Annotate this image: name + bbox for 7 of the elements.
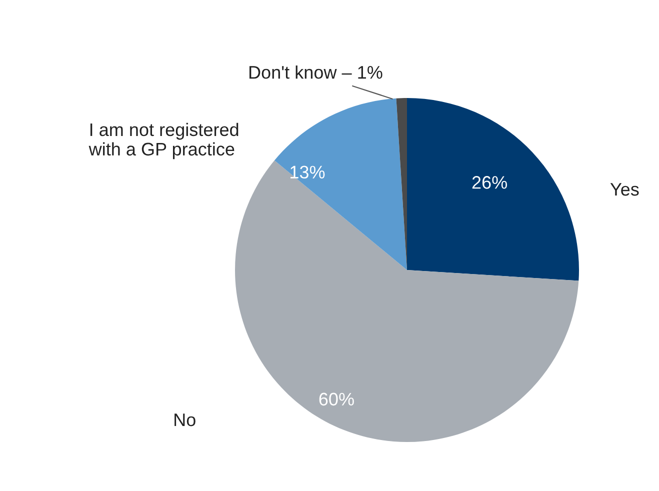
slice-label: I am not registered with a GP practice — [88, 122, 238, 160]
slice-label: Yes — [610, 183, 639, 196]
slice-label: No — [174, 414, 196, 426]
data-label: 26% — [472, 176, 507, 189]
data-label: 13% — [290, 166, 325, 179]
slice-label: Don't know – 1% — [249, 66, 382, 79]
data-label: 60% — [319, 392, 354, 406]
